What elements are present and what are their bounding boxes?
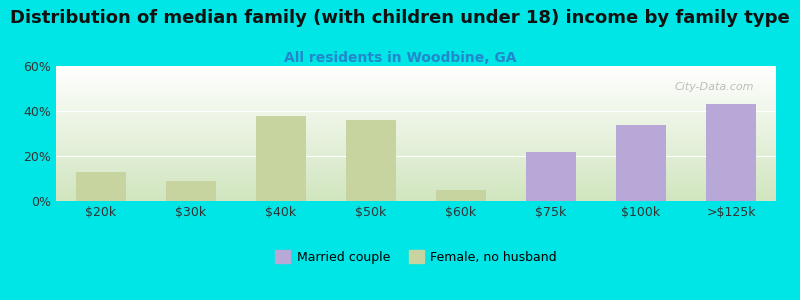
Bar	[256, 116, 306, 201]
Text: All residents in Woodbine, GA: All residents in Woodbine, GA	[284, 51, 516, 65]
Bar	[526, 152, 576, 201]
Bar	[706, 104, 756, 201]
Text: City-Data.com: City-Data.com	[675, 82, 754, 92]
Bar	[346, 120, 396, 201]
Bar	[616, 124, 666, 201]
Bar	[166, 181, 216, 201]
Bar	[76, 172, 126, 201]
Bar	[436, 190, 486, 201]
Text: Distribution of median family (with children under 18) income by family type: Distribution of median family (with chil…	[10, 9, 790, 27]
Legend: Married couple, Female, no husband: Married couple, Female, no husband	[270, 245, 562, 269]
